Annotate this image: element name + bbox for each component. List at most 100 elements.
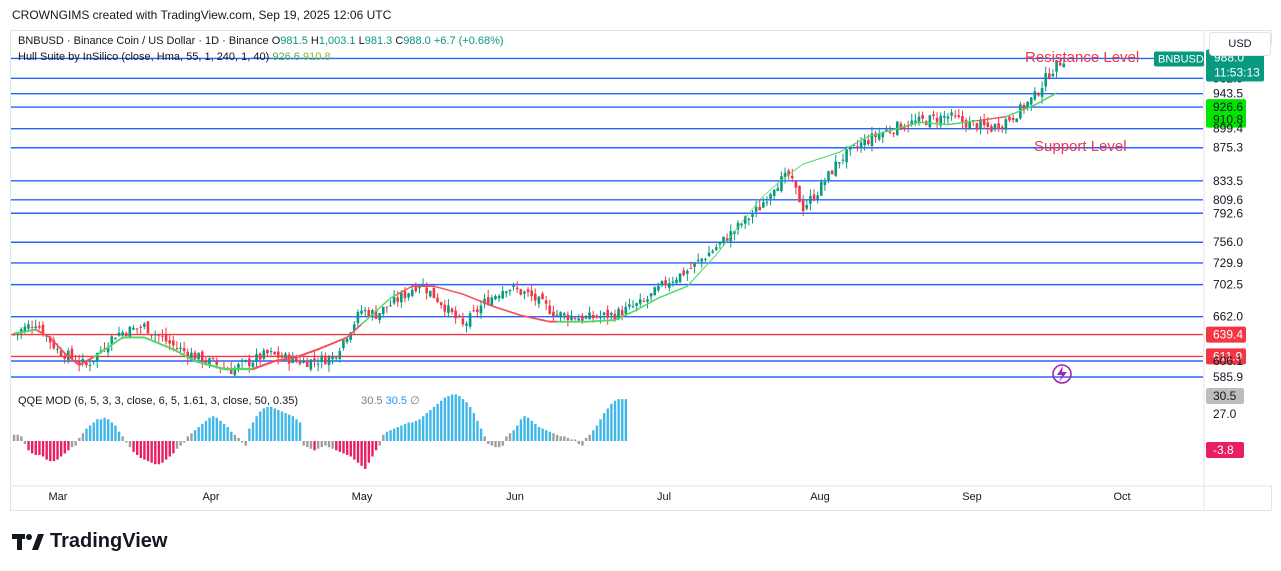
hull-segment	[918, 121, 923, 124]
candle-body	[476, 309, 479, 313]
qqe-bar	[400, 425, 403, 441]
qqe-bar	[487, 441, 490, 445]
candle-body	[953, 115, 957, 117]
candle-body	[714, 247, 718, 250]
qqe-bar	[269, 406, 273, 441]
qqe-bar	[574, 439, 577, 441]
candle-body	[168, 340, 171, 344]
hull-segment	[411, 285, 417, 287]
hull-segment	[24, 329, 29, 333]
candle-body	[342, 339, 345, 349]
hull-segment	[404, 287, 409, 292]
hull-segment	[1052, 92, 1057, 97]
candle-body	[1040, 88, 1044, 97]
tradingview-name: TradingView	[50, 530, 168, 552]
open-label: O	[271, 35, 281, 47]
hull-segment	[556, 320, 561, 323]
candle-body	[964, 120, 968, 128]
candle-body	[106, 347, 110, 353]
candle-body	[917, 116, 921, 122]
candle-body	[707, 252, 711, 257]
hull-segment	[259, 363, 265, 368]
candle-body	[1055, 60, 1058, 72]
qqe-bar	[385, 431, 389, 441]
candle-body	[747, 218, 751, 220]
qqe-bar	[534, 423, 537, 441]
candle-body	[248, 358, 251, 366]
candle-body	[899, 123, 903, 130]
candle-body	[479, 305, 483, 314]
qqe-bar	[288, 414, 291, 441]
currency-button[interactable]: USD	[1209, 32, 1271, 56]
hull-segment	[502, 308, 507, 312]
candle-body	[780, 176, 783, 192]
candle-body	[77, 360, 81, 365]
candle-body	[461, 318, 465, 325]
candle-body	[776, 188, 780, 191]
candle-body	[910, 120, 914, 125]
lightning-icon-ring	[1052, 364, 1072, 384]
current-price-bg	[1206, 49, 1264, 82]
hull-segment	[632, 308, 637, 313]
hull-segment	[321, 345, 326, 349]
hull-segment	[249, 367, 254, 371]
qqe-bar	[121, 436, 124, 441]
qqe-bar	[302, 441, 305, 446]
qqe-bar	[146, 441, 150, 462]
candle-body	[762, 202, 765, 208]
candle-body	[389, 305, 392, 307]
candle-body	[334, 357, 338, 359]
qqe-bar	[201, 423, 204, 441]
qqe-bar	[624, 399, 628, 441]
qqe-bar	[172, 441, 175, 454]
candle-body	[935, 117, 939, 123]
candle-body	[501, 291, 504, 299]
qqe-bar	[458, 396, 461, 441]
qqe-bar	[298, 422, 302, 441]
price-axis-label: 910.8	[1213, 113, 1243, 127]
qqe-bar	[164, 441, 168, 460]
hull-segment	[987, 117, 992, 120]
qqe-legend[interactable]: QQE MOD (6, 5, 3, 3, close, 6, 5, 1.61, …	[18, 394, 420, 407]
hull-segment	[563, 320, 569, 323]
hull-segment	[469, 296, 475, 300]
candle-body	[979, 120, 982, 129]
qqe-bar	[56, 441, 59, 460]
qqe-bar	[266, 406, 269, 441]
qqe-bar	[277, 410, 280, 441]
hull-segment	[317, 346, 323, 351]
qqe-bar	[96, 419, 99, 441]
time-axis-label: Apr	[202, 491, 219, 503]
candle-body	[490, 297, 494, 306]
candle-body	[993, 124, 997, 130]
tradingview-logo[interactable]: TradingView	[12, 530, 167, 553]
candle-body	[157, 334, 161, 336]
candle-body	[671, 281, 675, 283]
hull-legend[interactable]: Hull Suite by InSilico (close, Hma, 55, …	[18, 51, 330, 63]
candle-body	[95, 352, 99, 361]
hull-segment	[592, 320, 598, 323]
time-axis-label: Aug	[810, 491, 830, 503]
hull-segment	[672, 289, 677, 294]
time-axis-label: Sep	[962, 491, 982, 503]
hull-segment	[169, 346, 174, 351]
candle-body	[801, 200, 805, 212]
hull-segment	[455, 291, 460, 294]
hull-segment	[951, 122, 956, 125]
hull-segment	[864, 135, 869, 140]
candle-body	[255, 354, 258, 363]
hull-segment	[122, 336, 127, 339]
hull-segment	[802, 162, 808, 165]
price-axis-label: 943.5	[1213, 87, 1243, 101]
hull-segment	[697, 269, 703, 276]
candle-body	[70, 348, 74, 359]
hull-segment	[448, 289, 453, 292]
qqe-bar	[436, 403, 439, 441]
candle-body	[139, 326, 142, 328]
hull-segment	[426, 285, 431, 287]
candle-body	[950, 112, 953, 116]
qqe-bar	[110, 422, 114, 441]
symbol-legend[interactable]: BNBUSD · Binance Coin / US Dollar · 1D ·…	[18, 35, 504, 47]
qqe-bar	[183, 441, 186, 443]
